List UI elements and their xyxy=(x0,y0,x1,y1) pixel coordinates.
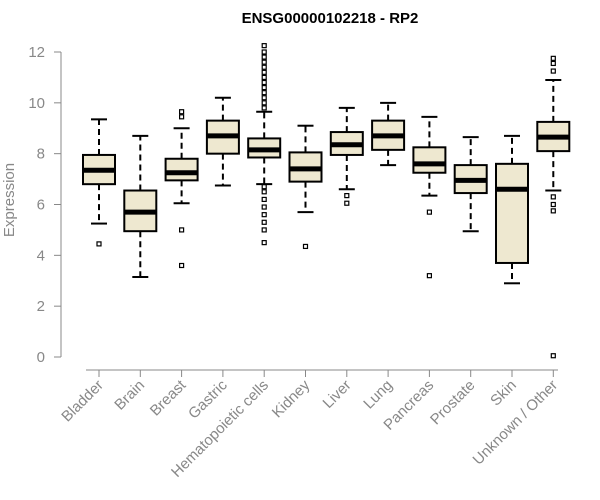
y-tick-label: 12 xyxy=(28,44,45,61)
x-tick-label: Kidney xyxy=(269,376,314,421)
box-pancreas xyxy=(412,115,447,279)
outlier-point xyxy=(261,204,267,210)
outlier-point xyxy=(550,353,556,359)
outlier-point xyxy=(344,193,350,199)
x-tick-label: Skin xyxy=(487,377,520,410)
y-axis-label: Expression xyxy=(1,163,18,237)
y-tick-label: 2 xyxy=(37,298,45,315)
iqr-box xyxy=(412,146,447,174)
outlier-point xyxy=(261,100,267,106)
box-skin xyxy=(495,134,529,285)
y-tick-label: 0 xyxy=(37,349,45,366)
outlier-point xyxy=(179,114,185,120)
outlier-point xyxy=(179,227,185,233)
box-lung xyxy=(371,101,406,167)
outlier-point xyxy=(261,212,267,218)
outlier-point xyxy=(96,241,102,247)
y-tick-label: 4 xyxy=(37,247,45,264)
box-kidney xyxy=(288,124,323,250)
outlier-point xyxy=(261,43,267,49)
box-hematopoietic-cells xyxy=(247,43,282,246)
outlier-point xyxy=(550,55,556,61)
box-prostate xyxy=(453,136,488,233)
outlier-point xyxy=(261,79,267,86)
outlier-point xyxy=(261,90,267,96)
outlier-point xyxy=(179,109,185,115)
outlier-point xyxy=(426,209,432,215)
outlier-point xyxy=(261,95,267,101)
outlier-point xyxy=(179,262,185,269)
x-tick-label: Bladder xyxy=(58,377,107,426)
outlier-point xyxy=(261,240,267,246)
iqr-box xyxy=(495,162,529,264)
outlier-point xyxy=(550,60,556,67)
y-axis-ticks: 0 2 4 6 8 10 12 xyxy=(28,44,61,366)
box-brain xyxy=(123,134,158,278)
x-tick-label: Lung xyxy=(360,377,396,413)
outlier-point xyxy=(550,194,556,200)
x-tick-label: Breast xyxy=(147,376,190,419)
x-tick-label: Prostate xyxy=(427,377,479,429)
outlier-point xyxy=(261,69,267,75)
outlier-point xyxy=(550,201,556,208)
outlier-point xyxy=(344,200,350,206)
box-unknown-other xyxy=(536,55,571,359)
y-tick-label: 6 xyxy=(37,197,45,214)
outlier-point xyxy=(261,59,267,65)
outlier-point xyxy=(550,68,556,74)
y-tick-label: 10 xyxy=(28,95,45,112)
box-liver xyxy=(329,106,364,206)
outlier-point xyxy=(261,227,267,233)
outlier-point xyxy=(261,219,267,225)
outlier-point xyxy=(261,49,267,55)
outlier-point xyxy=(261,184,267,190)
outlier-point xyxy=(261,105,267,111)
box-breast xyxy=(164,109,199,269)
outlier-point xyxy=(261,54,267,60)
box-bladder xyxy=(82,118,116,247)
outlier-point xyxy=(426,273,432,279)
iqr-box xyxy=(164,157,199,182)
chart-title: ENSG00000102218 - RP2 xyxy=(242,10,419,27)
outlier-point xyxy=(261,189,267,195)
x-tick-label: Brain xyxy=(111,377,148,414)
boxes-group xyxy=(82,43,571,359)
y-tick-label: 8 xyxy=(37,146,45,163)
box-gastric xyxy=(205,96,240,187)
outlier-point xyxy=(550,208,556,214)
outlier-point xyxy=(261,84,267,91)
outlier-point xyxy=(302,243,309,250)
outlier-point xyxy=(261,196,267,203)
outlier-point xyxy=(261,64,267,70)
x-tick-label: Liver xyxy=(320,377,355,412)
outlier-point xyxy=(261,74,267,81)
